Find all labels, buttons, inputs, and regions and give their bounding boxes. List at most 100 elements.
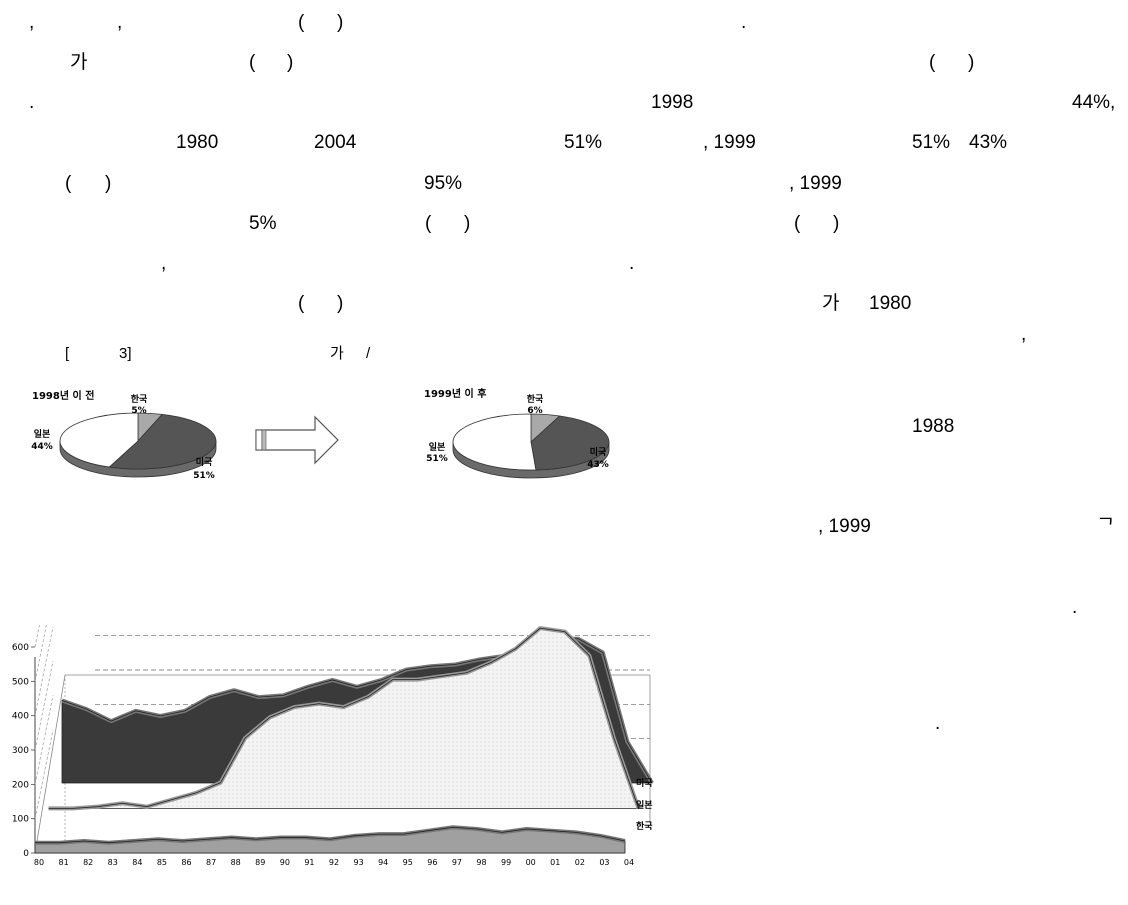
- x-tick-label: 85: [157, 858, 167, 867]
- y-tick-label: 500: [12, 677, 29, 687]
- x-tick-label: 94: [378, 858, 388, 867]
- x-tick-label: 97: [452, 858, 462, 867]
- pie-after-pct-usa: 43%: [587, 460, 609, 470]
- chart-series: [34, 626, 654, 854]
- x-tick-label: 82: [83, 858, 93, 867]
- text-fragment: ,: [117, 12, 123, 33]
- text-fragment: ): [968, 52, 975, 73]
- text-fragment: 1998: [651, 92, 694, 113]
- grid-diag: [34, 626, 54, 716]
- pie-before-label-korea: 한국: [131, 393, 148, 405]
- pie-slice: [59, 412, 139, 468]
- grid-diag: [34, 625, 47, 682]
- transition-arrow: [255, 415, 339, 465]
- pie-after-label-usa: 미국: [590, 446, 607, 458]
- x-tick-label: 00: [526, 858, 536, 867]
- text-fragment: ): [337, 12, 344, 33]
- text-fragment: 가: [70, 52, 88, 73]
- side-text: 1988: [912, 416, 955, 437]
- pie-after-label-japan: 일본: [429, 441, 446, 453]
- pie-after-title: 1999년 이 후: [424, 387, 486, 400]
- x-tick-label: 89: [255, 858, 265, 867]
- y-axis-ticks: 0 100 200 300 400 500 600: [12, 643, 35, 859]
- x-tick-label: 87: [206, 858, 216, 867]
- pie-after: [452, 413, 610, 479]
- grid-diag: [34, 729, 54, 819]
- pie-after-pct-korea: 6%: [527, 406, 542, 416]
- x-tick-label: 02: [575, 858, 585, 867]
- text-fragment: ,: [1021, 324, 1027, 345]
- x-tick-label: 04: [624, 858, 634, 867]
- text-fragment: (: [298, 12, 305, 33]
- text-fragment: .: [629, 253, 635, 274]
- y-tick-label: 200: [12, 780, 29, 790]
- pie-slice: [530, 415, 610, 471]
- text-fragment: 95%: [424, 173, 463, 194]
- pie-before-title: 1998년 이 전: [32, 389, 94, 402]
- pie-after-pct-japan: 51%: [426, 454, 448, 464]
- caption-fragment: 3]: [119, 345, 132, 362]
- text-fragment: ,: [161, 253, 167, 274]
- y-tick-label: 400: [12, 712, 29, 722]
- text-fragment: (: [65, 173, 72, 194]
- y-tick-label: 0: [23, 849, 29, 859]
- series-label: 미국: [636, 777, 653, 789]
- text-fragment: 44%,: [1072, 92, 1116, 113]
- text-fragment: (: [249, 52, 256, 73]
- x-axis-ticks: 80 81 82 83 84 85 86 87 88 89 90 91 92 93 94 95 96 97 98 99…: [34, 858, 634, 867]
- text-fragment: ): [464, 213, 471, 234]
- text-fragment: (: [794, 213, 801, 234]
- grid-diag: [34, 660, 54, 751]
- series-label: 일본: [636, 799, 653, 811]
- text-fragment: , 1999: [789, 173, 842, 194]
- text-fragment: (: [929, 52, 936, 73]
- caption-fragment: 가: [330, 345, 344, 362]
- text-fragment: ): [337, 293, 344, 314]
- side-text: .: [1072, 597, 1078, 618]
- x-tick-label: 96: [427, 858, 437, 867]
- pie-before-label-japan: 일본: [34, 428, 51, 440]
- text-fragment: 2004: [314, 132, 357, 153]
- x-tick-label: 93: [353, 858, 363, 867]
- text-fragment: 43%: [969, 132, 1008, 153]
- x-tick-label: 92: [329, 858, 339, 867]
- x-tick-label: 88: [231, 858, 241, 867]
- pie-after-label-korea: 한국: [527, 393, 544, 405]
- text-fragment: 1980: [176, 132, 219, 153]
- x-tick-label: 98: [476, 858, 486, 867]
- pie-before: [59, 412, 217, 478]
- x-tick-label: 03: [599, 858, 609, 867]
- x-tick-label: 90: [280, 858, 290, 867]
- x-tick-label: 95: [403, 858, 413, 867]
- text-fragment: (: [298, 293, 305, 314]
- text-fragment: ,: [29, 12, 35, 33]
- x-tick-label: 86: [181, 858, 191, 867]
- text-fragment: .: [29, 92, 35, 113]
- x-tick-label: 01: [550, 858, 560, 867]
- pie-before-label-usa: 미국: [196, 456, 213, 468]
- pie-before-pct-korea: 5%: [131, 406, 146, 416]
- side-text: ᄀ: [1097, 516, 1115, 537]
- x-tick-label: 81: [58, 858, 68, 867]
- x-tick-label: 80: [34, 858, 44, 867]
- grid-diag: [34, 625, 40, 648]
- y-tick-label: 600: [12, 643, 29, 653]
- side-text: .: [935, 713, 941, 734]
- pie-before-pct-japan: 44%: [31, 442, 53, 452]
- area-edge: [48, 627, 639, 809]
- text-fragment: , 1999: [703, 132, 756, 153]
- text-fragment: 5%: [249, 213, 277, 234]
- pie-slice: [108, 413, 217, 470]
- text-fragment: .: [741, 12, 747, 33]
- text-fragment: (: [425, 213, 432, 234]
- text-fragment: ): [105, 173, 112, 194]
- text-fragment: 가: [822, 293, 840, 314]
- caption-fragment: [: [65, 345, 70, 362]
- y-tick-label: 100: [12, 815, 29, 825]
- text-fragment: 51%: [564, 132, 603, 153]
- text-fragment: 1980: [869, 293, 912, 314]
- text-fragment: 51%: [912, 132, 951, 153]
- text-fragment: ): [833, 213, 840, 234]
